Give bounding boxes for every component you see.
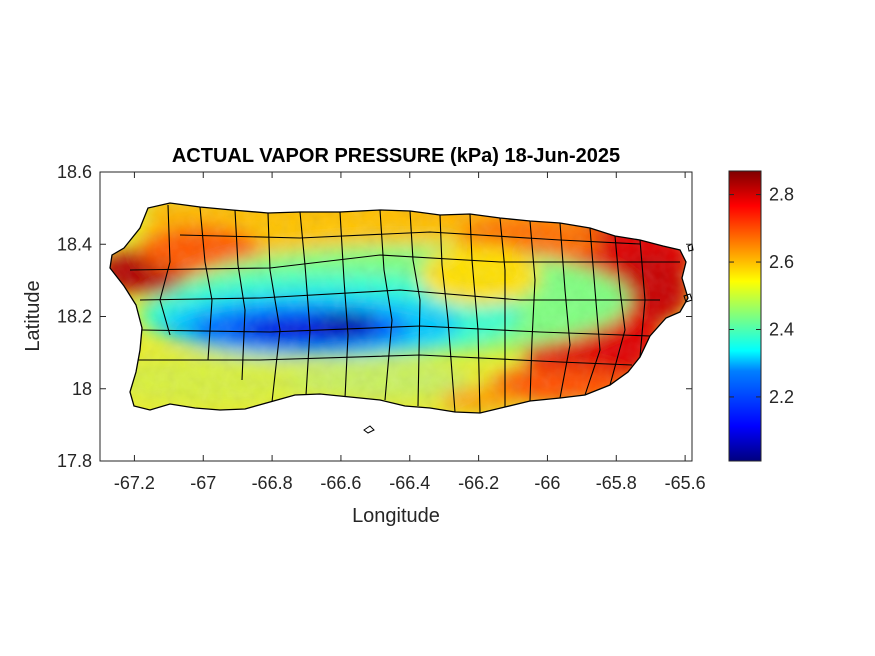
x-tick-label: -67.2 <box>114 473 155 493</box>
x-axis-label: Longitude <box>352 505 440 527</box>
y-axis-ticks: 18.6 18.4 18.2 18 17.8 <box>57 162 692 471</box>
vapor-pressure-field <box>110 203 688 413</box>
y-tick-label: 18.4 <box>57 234 92 254</box>
island-outline <box>109 202 689 414</box>
colorbar: 2.8 2.6 2.4 2.2 <box>728 170 794 462</box>
x-tick-label: -66 <box>534 473 560 493</box>
y-tick-label: 17.8 <box>57 451 92 471</box>
y-tick-label: 18.6 <box>57 162 92 182</box>
x-tick-label: -66.4 <box>389 473 430 493</box>
x-tick-label: -65.6 <box>665 473 706 493</box>
colorbar-ticks: 2.8 2.6 2.4 2.2 <box>729 185 794 407</box>
x-tick-label: -67 <box>190 473 216 493</box>
x-tick-label: -66.2 <box>458 473 499 493</box>
y-axis-label: Latitude <box>22 280 44 351</box>
colorbar-gradient <box>728 170 762 462</box>
y-tick-label: 18 <box>72 379 92 399</box>
colorbar-tick-label: 2.6 <box>769 252 794 272</box>
municipality-boundaries <box>129 204 680 413</box>
colorbar-tick-label: 2.8 <box>769 185 794 205</box>
x-tick-label: -65.8 <box>596 473 637 493</box>
colorbar-tick-label: 2.2 <box>769 387 794 407</box>
x-tick-label: -66.8 <box>252 473 293 493</box>
x-tick-label: -66.6 <box>320 473 361 493</box>
chart-title: ACTUAL VAPOR PRESSURE (kPa) 18-Jun-2025 <box>172 145 620 167</box>
y-tick-label: 18.2 <box>57 307 92 327</box>
x-axis-ticks: -67.2 -67 -66.8 -66.6 -66.4 -66.2 -66 -65.8 -65.… <box>114 172 706 493</box>
colorbar-tick-label: 2.4 <box>769 319 794 339</box>
